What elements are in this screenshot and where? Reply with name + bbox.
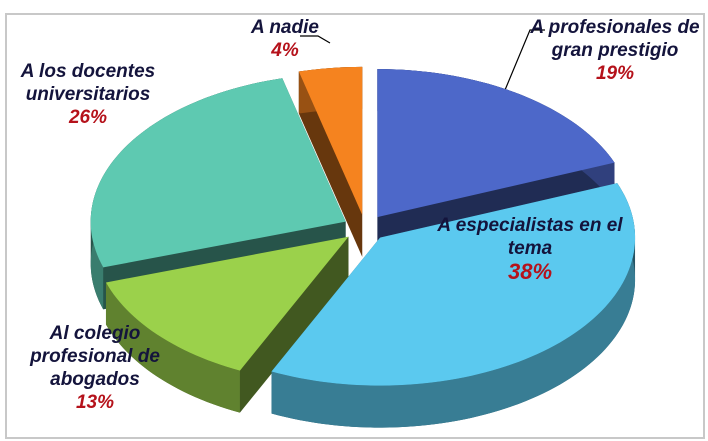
slice [298, 66, 363, 215]
value-label: 4% [271, 40, 299, 61]
slice [90, 78, 346, 268]
value-label: 19% [595, 63, 635, 84]
slice-label: A nadie 4% [240, 16, 330, 62]
category-label: A especialistas en el tema [437, 215, 623, 259]
slice-label: A profesionales de gran prestigio 19% [525, 16, 705, 85]
slice-wall [105, 282, 240, 413]
category-label: A profesionales de gran prestigio [530, 17, 700, 61]
value-label: 13% [75, 392, 115, 413]
value-label: 38% [507, 259, 553, 284]
category-label: Al colegio profesional de abogados [30, 323, 160, 390]
slice [271, 183, 636, 386]
slice-wall [271, 183, 636, 428]
leader-line [499, 29, 545, 103]
leader-line [300, 35, 331, 44]
slice [377, 69, 615, 218]
value-label: 26% [68, 107, 108, 128]
slice [105, 236, 349, 371]
slice-label: A especialistas en el tema 38% [415, 214, 645, 283]
slice-label: A los docentes universitarios 26% [8, 60, 168, 129]
slice-label: Al colegio profesional de abogados 13% [20, 322, 170, 414]
category-label: A nadie [251, 17, 319, 38]
category-label: A los docentes universitarios [20, 61, 156, 105]
chart-frame [5, 13, 705, 439]
